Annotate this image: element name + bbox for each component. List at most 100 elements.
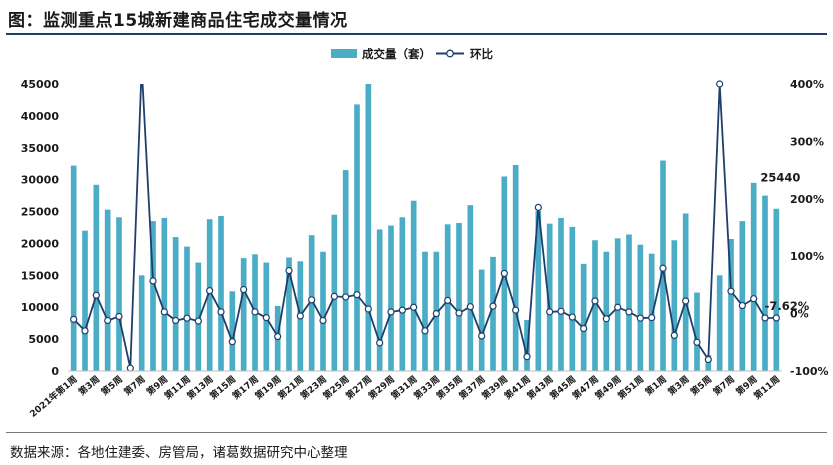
line-marker <box>512 306 520 314</box>
y-right-tick-label: 300% <box>790 135 824 148</box>
line-marker <box>376 339 384 347</box>
line-marker <box>750 295 758 303</box>
y-left-tick-label: 10000 <box>21 301 60 314</box>
bar <box>478 269 485 371</box>
line-marker <box>410 303 418 311</box>
line-marker <box>716 80 724 88</box>
x-tick-label: 2021年第1周 <box>27 373 79 420</box>
line-marker <box>251 308 259 316</box>
y-right-tick-label: -100% <box>790 365 829 378</box>
bar <box>773 208 780 371</box>
bar <box>218 216 224 371</box>
bar <box>184 246 190 371</box>
bar <box>592 240 598 371</box>
line-marker <box>682 297 690 305</box>
y-left-tick-label: 35000 <box>21 142 60 155</box>
bar <box>535 210 542 371</box>
line-marker <box>206 287 214 295</box>
source-note: 数据来源：各地住建委、房管局，诸葛数据研究中心整理 <box>10 445 348 461</box>
bar <box>240 258 247 371</box>
bar <box>671 240 678 371</box>
x-tick-label: 第7周 <box>121 373 147 398</box>
line-marker <box>523 353 531 361</box>
line-marker <box>466 303 474 311</box>
bar <box>694 292 700 371</box>
bar <box>558 217 564 371</box>
bar <box>569 226 576 371</box>
line-marker <box>534 203 542 212</box>
bar <box>762 195 768 371</box>
line-marker <box>296 312 304 320</box>
bar <box>70 165 77 371</box>
bar <box>682 213 689 371</box>
bar <box>82 230 88 371</box>
bar <box>365 84 372 371</box>
bar <box>512 164 519 371</box>
line-marker <box>636 314 644 322</box>
line-marker <box>693 338 701 346</box>
line-marker <box>92 291 100 299</box>
line-marker <box>489 302 497 310</box>
line-marker <box>500 269 508 278</box>
bar <box>320 251 326 371</box>
bar <box>546 223 553 371</box>
line-marker <box>444 296 452 304</box>
line-series <box>70 80 780 372</box>
line-marker <box>308 296 316 304</box>
line-marker <box>670 331 678 340</box>
bar <box>138 275 145 371</box>
bar <box>728 238 734 371</box>
x-tick-label: 第1周 <box>643 373 669 398</box>
line-marker <box>421 327 429 335</box>
y-axis-right: -100% 0% 100% 200% 300% 400% <box>790 78 829 378</box>
line-marker <box>738 301 746 310</box>
line-marker <box>625 308 633 316</box>
bar <box>229 291 236 371</box>
line-marker <box>398 306 406 314</box>
line-marker <box>149 277 157 285</box>
line-marker <box>228 338 236 346</box>
bar <box>467 205 474 371</box>
line-marker <box>602 315 610 323</box>
line-marker <box>330 292 338 300</box>
line-marker <box>319 316 327 325</box>
legend-label-line: 环比 <box>470 47 493 61</box>
line-marker <box>648 314 656 322</box>
y-left-tick-label: 5000 <box>28 333 59 346</box>
line-marker <box>364 305 372 313</box>
bar <box>161 217 168 371</box>
bar <box>410 200 417 371</box>
bar <box>648 253 655 371</box>
bar <box>286 257 292 371</box>
bar <box>456 223 462 371</box>
bar <box>739 221 746 371</box>
bar <box>342 170 349 371</box>
line-marker <box>160 308 168 316</box>
line-marker <box>659 264 667 272</box>
bar <box>104 209 111 371</box>
line-marker <box>772 314 780 322</box>
x-tick-label: 第5周 <box>688 373 714 398</box>
line-marker <box>285 266 293 275</box>
x-tick-label: 第5周 <box>99 373 125 398</box>
bar <box>116 217 122 371</box>
bar <box>172 237 179 371</box>
y-right-tick-label: 400% <box>790 78 824 91</box>
line-marker <box>546 308 554 316</box>
bar <box>150 221 156 371</box>
bar <box>603 251 610 371</box>
bar <box>637 244 644 371</box>
bar <box>422 251 428 371</box>
bar <box>716 275 723 371</box>
bar <box>354 104 360 372</box>
bar <box>580 263 587 371</box>
x-tick-label: 第7周 <box>711 373 737 398</box>
x-tick-label: 第11周 <box>751 373 782 402</box>
line-marker <box>342 293 350 301</box>
footer-divider <box>6 432 827 433</box>
line-marker <box>387 308 395 316</box>
line-data-label: -7.62% <box>765 299 810 313</box>
bar <box>206 219 213 371</box>
line-marker <box>104 316 112 325</box>
line-marker <box>240 285 248 294</box>
